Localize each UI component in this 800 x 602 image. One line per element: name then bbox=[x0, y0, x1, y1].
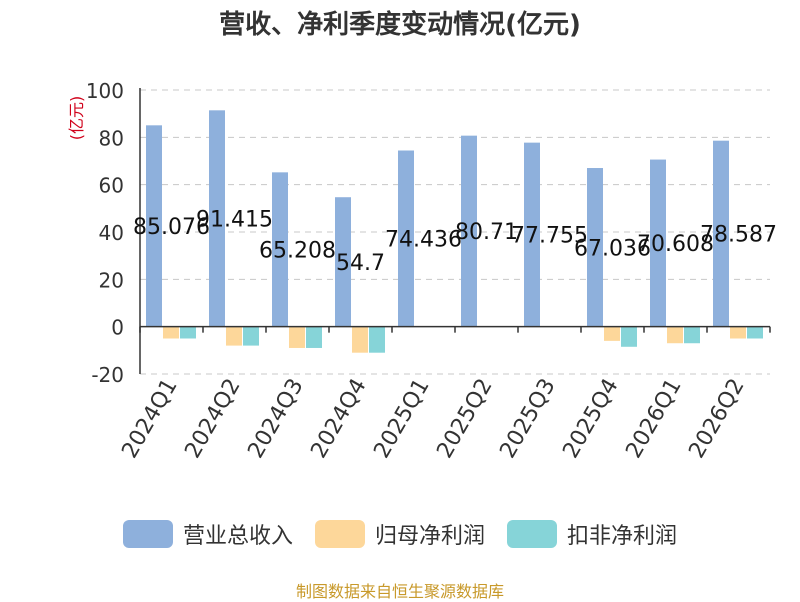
bar-revenue-2025Q4 bbox=[587, 168, 603, 327]
bar-net-profit-2025Q4 bbox=[604, 326, 620, 341]
bar-revenue-2025Q2 bbox=[461, 135, 477, 327]
y-tick-label: 0 bbox=[111, 316, 124, 340]
data-label-revenue-2024Q4: 54.7 bbox=[336, 251, 385, 276]
y-tick-label: 40 bbox=[99, 221, 124, 245]
y-unit-label: (亿元) bbox=[67, 96, 86, 141]
data-label-revenue-2026Q1: 70.608 bbox=[637, 232, 714, 257]
bar-deducted-profit-2026Q2 bbox=[747, 326, 763, 339]
x-tick-label-2025Q2: 2025Q2 bbox=[432, 375, 497, 463]
legend-item-deducted-profit[interactable]: 扣非净利润 bbox=[507, 518, 677, 550]
bar-deducted-profit-2024Q1 bbox=[180, 326, 196, 339]
legend-label-deducted-profit: 扣非净利润 bbox=[567, 524, 678, 549]
x-tick-label-2024Q4: 2024Q4 bbox=[306, 375, 371, 463]
bar-net-profit-2024Q3 bbox=[289, 326, 305, 348]
y-tick-label: 20 bbox=[99, 268, 124, 292]
data-label-revenue-2024Q1: 85.076 bbox=[133, 215, 210, 240]
bar-net-profit-2024Q2 bbox=[226, 326, 242, 346]
bar-revenue-2024Q2 bbox=[209, 110, 225, 327]
data-label-revenue-2025Q3: 77.755 bbox=[511, 224, 588, 249]
bar-net-profit-2026Q1 bbox=[667, 326, 683, 344]
x-tick-label-2025Q1: 2025Q1 bbox=[369, 375, 434, 463]
x-tick-label-2026Q2: 2026Q2 bbox=[684, 375, 749, 463]
source-note: 制图数据来自恒生聚源数据库 bbox=[295, 582, 504, 601]
bar-deducted-profit-2024Q2 bbox=[243, 326, 259, 346]
bar-net-profit-2026Q2 bbox=[730, 326, 746, 339]
bar-net-profit-2024Q4 bbox=[352, 326, 368, 353]
data-label-revenue-2024Q2: 91.415 bbox=[196, 207, 273, 232]
y-tick-label: 80 bbox=[99, 126, 124, 150]
y-tick-label: 60 bbox=[99, 174, 124, 198]
data-label-revenue-2024Q3: 65.208 bbox=[259, 239, 336, 264]
x-tick-label-2024Q1: 2024Q1 bbox=[117, 375, 182, 463]
bar-revenue-2024Q4 bbox=[335, 197, 351, 327]
legend: 营业总收入 归母净利润 扣非净利润 bbox=[0, 518, 800, 550]
x-tick-label-2024Q3: 2024Q3 bbox=[243, 375, 308, 463]
bar-deducted-profit-2024Q4 bbox=[369, 326, 385, 353]
bar-revenue-2025Q3 bbox=[524, 142, 540, 327]
bar-revenue-2026Q2 bbox=[713, 140, 729, 327]
x-tick-label-2025Q3: 2025Q3 bbox=[495, 375, 560, 463]
bar-deducted-profit-2025Q4 bbox=[621, 326, 637, 347]
x-tick-label-2025Q4: 2025Q4 bbox=[558, 375, 623, 463]
chart-title: 营收、净利季度变动情况(亿元) bbox=[219, 10, 581, 40]
data-label-revenue-2025Q1: 74.436 bbox=[385, 228, 462, 253]
legend-item-revenue[interactable]: 营业总收入 bbox=[122, 518, 293, 550]
legend-label-revenue: 营业总收入 bbox=[182, 524, 293, 549]
legend-swatch-net-profit bbox=[314, 520, 365, 548]
legend-swatch-revenue bbox=[122, 520, 173, 548]
y-tick-label: 100 bbox=[86, 79, 124, 103]
legend-label-net-profit: 归母净利润 bbox=[374, 524, 485, 549]
legend-swatch-deducted-profit bbox=[507, 520, 557, 548]
bar-revenue-2025Q1 bbox=[398, 150, 414, 327]
y-tick-label: -20 bbox=[91, 363, 124, 387]
legend-item-net-profit[interactable]: 归母净利润 bbox=[314, 518, 485, 550]
data-label-revenue-2025Q2: 80.71 bbox=[455, 220, 518, 245]
x-tick-label-2026Q1: 2026Q1 bbox=[621, 375, 686, 463]
bar-revenue-2024Q1 bbox=[146, 125, 162, 327]
data-label-revenue-2025Q4: 67.036 bbox=[574, 236, 651, 261]
bar-revenue-2026Q1 bbox=[650, 159, 666, 327]
data-label-revenue-2026Q2: 78.587 bbox=[700, 223, 777, 248]
bar-deducted-profit-2026Q1 bbox=[684, 326, 700, 344]
x-tick-label-2024Q2: 2024Q2 bbox=[180, 375, 245, 463]
bar-revenue-2024Q3 bbox=[272, 172, 288, 327]
bar-net-profit-2024Q1 bbox=[163, 326, 179, 339]
bar-deducted-profit-2024Q3 bbox=[306, 326, 322, 348]
